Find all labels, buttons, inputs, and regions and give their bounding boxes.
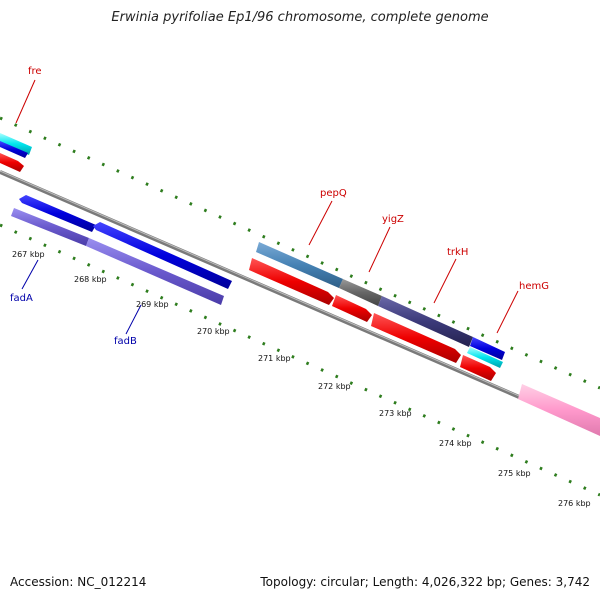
- feature-red-left: [0, 153, 24, 172]
- feature-red-4: [460, 355, 496, 381]
- accession-text: Accession: NC_012214: [10, 575, 147, 589]
- feature-red-1: [249, 258, 334, 305]
- gene-label-trkH: trkH: [447, 247, 468, 258]
- leader-fadB: [125, 304, 142, 335]
- tick-label-273: 273 kbp: [379, 409, 412, 418]
- tick-label-268: 268 kbp: [74, 275, 107, 284]
- leader-yigZ: [368, 226, 391, 273]
- feature-pink-right: [518, 384, 600, 436]
- tick-label-267: 267 kbp: [12, 250, 45, 259]
- gene-label-fadA: fadA: [10, 293, 33, 304]
- gene-label-hemG: hemG: [519, 281, 549, 292]
- tick-label-269: 269 kbp: [136, 300, 169, 309]
- genome-backbone: [0, 170, 600, 434]
- feature-cyan-hemG: [467, 347, 503, 368]
- gene-label-fre: fre: [28, 66, 42, 77]
- gene-label-pepQ: pepQ: [320, 188, 347, 199]
- feature-blue-hemG: [470, 337, 505, 360]
- genome-summary-text: Topology: circular; Length: 4,026,322 bp…: [260, 575, 590, 589]
- leader-trkH: [433, 258, 457, 304]
- feature-red-2: [332, 295, 372, 322]
- feature-purple-fadA: [11, 208, 89, 246]
- feature-slate-trkH: [378, 296, 473, 347]
- feature-cyan-left: [0, 133, 32, 155]
- feature-blue-left: [0, 141, 28, 158]
- gene-label-fadB: fadB: [114, 336, 137, 347]
- leader-fadA: [21, 259, 39, 290]
- map-title: Erwinia pyrifoliae Ep1/96 chromosome, co…: [111, 10, 489, 25]
- tick-label-274: 274 kbp: [439, 439, 472, 448]
- feature-purple-fadB: [86, 238, 224, 305]
- feature-red-3: [371, 313, 461, 363]
- leader-hemG: [496, 290, 519, 334]
- feature-blue-fadB: [93, 222, 232, 289]
- tick-label-270: 270 kbp: [197, 327, 230, 336]
- feature-fre-group: [0, 133, 32, 172]
- genome-backbone-highlight: [0, 170, 600, 432]
- tick-label-272: 272 kbp: [318, 382, 351, 391]
- gene-label-yigZ: yigZ: [382, 214, 404, 225]
- leader-pepQ: [308, 200, 333, 246]
- feature-blue-fadA: [19, 195, 96, 232]
- upper-tick-ring: [0, 116, 600, 390]
- feature-gray-yigZ: [339, 279, 382, 306]
- leader-fre: [15, 79, 36, 124]
- feature-steelblue-pepQ: [256, 242, 343, 288]
- tick-label-276: 276 kbp: [558, 499, 591, 508]
- tick-label-271: 271 kbp: [258, 354, 291, 363]
- tick-label-275: 275 kbp: [498, 469, 531, 478]
